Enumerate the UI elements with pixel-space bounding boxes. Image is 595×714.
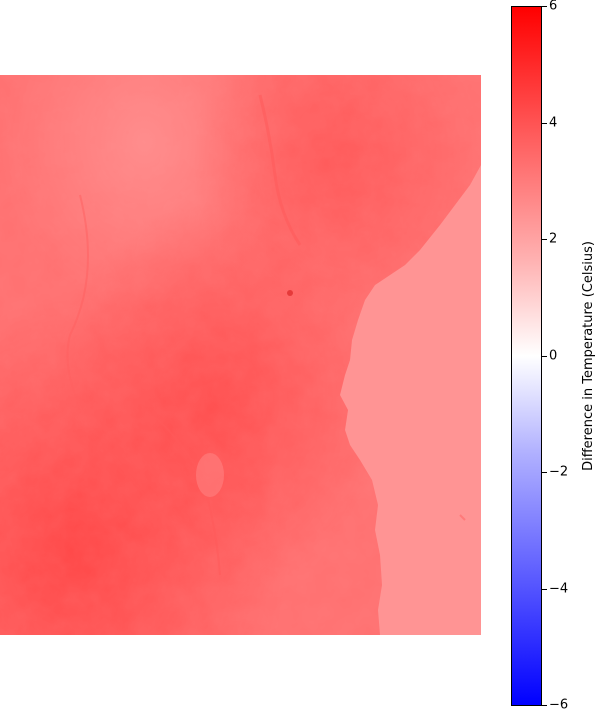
- map-raster: [0, 75, 481, 635]
- colorbar-tick-label: 6: [549, 0, 558, 14]
- colorbar-tick: [542, 355, 547, 357]
- colorbar-tick-label: −4: [549, 581, 569, 596]
- colorbar-tick-label: 4: [549, 115, 558, 130]
- colorbar-tick-label: −2: [549, 464, 569, 480]
- colorbar-tick: [542, 239, 547, 240]
- colorbar-label: Difference in Temperature (Celsius): [581, 241, 595, 471]
- colorbar-tick-label: 0: [549, 348, 558, 363]
- colorbar-tick-label: −6: [549, 697, 569, 713]
- colorbar-tick: [542, 472, 547, 473]
- colorbar-tick-label: 2: [549, 231, 558, 247]
- colorbar-tick: [542, 122, 547, 124]
- temperature-difference-map: [0, 75, 481, 635]
- colorbar: 6 4 2 0 −2 −4 −6 Difference in Temperature (Ce…: [511, 0, 595, 712]
- colorbar-tick: [542, 6, 547, 7]
- colorbar-gradient: [511, 6, 542, 706]
- colorbar-tick: [542, 588, 547, 590]
- colorbar-tick: [542, 705, 547, 706]
